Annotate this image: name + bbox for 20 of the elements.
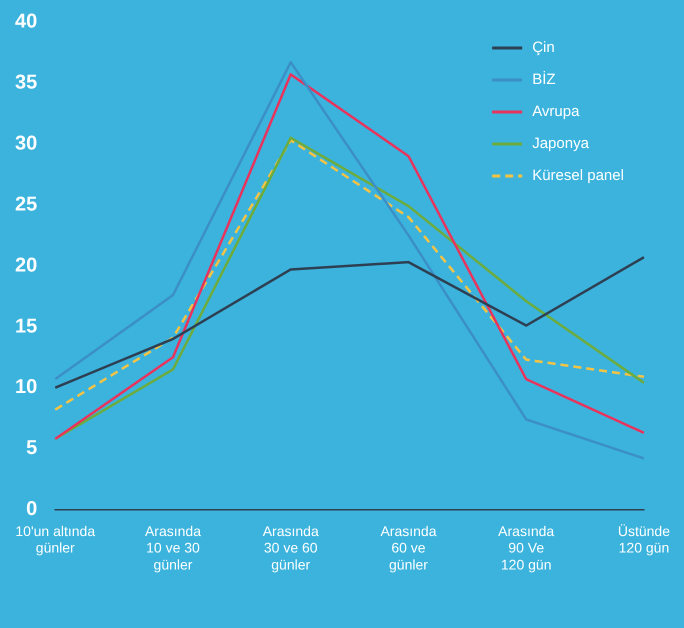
y-tick-label: 35 — [14, 71, 38, 94]
y-tick-label: 0 — [26, 498, 38, 520]
y-tick-label: 20 — [14, 254, 38, 276]
y-tick-label: 40 — [14, 10, 38, 33]
legend-label: Avrupa — [532, 103, 580, 120]
y-tick-label: 15 — [14, 315, 38, 338]
y-tick-label: 5 — [26, 437, 38, 460]
y-tick-label: 30 — [14, 132, 38, 154]
legend-label: Çin — [532, 39, 555, 56]
x-tick-label: 10'un altında günler — [15, 522, 96, 556]
x-tick-label: Üstünde 120 gün — [618, 522, 670, 556]
x-tick-label: Arasında 90 Ve 120 gün — [498, 522, 554, 572]
x-tick-label: Arasında 60 ve günler — [380, 522, 437, 572]
legend-label: Küresel panel — [532, 167, 624, 184]
x-tick-label: Arasında 10 ve 30 günler — [144, 522, 202, 572]
y-tick-label: 25 — [14, 193, 38, 216]
legend-label: Japonya — [532, 135, 590, 152]
legend-label: BİZ — [532, 70, 556, 88]
x-tick-label: Arasında 30 ve 60 günler — [262, 522, 319, 572]
y-tick-label: 10 — [14, 376, 38, 398]
